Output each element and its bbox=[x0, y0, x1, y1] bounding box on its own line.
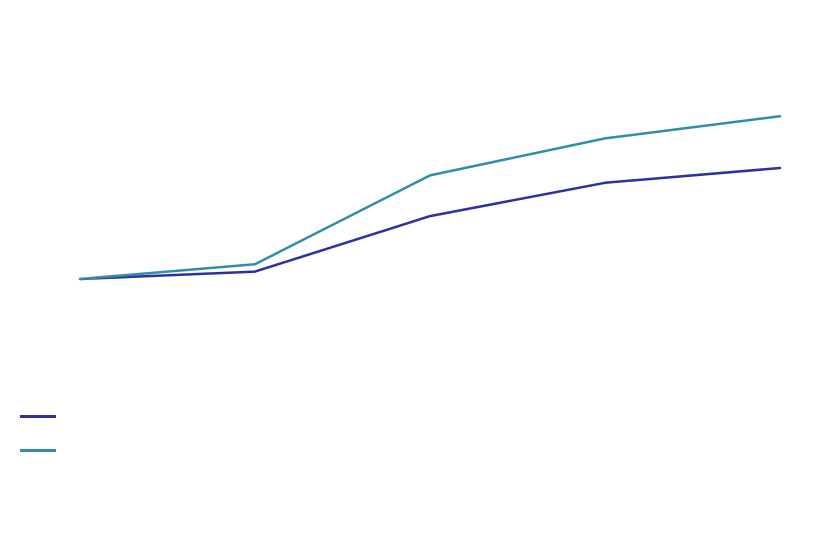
legend bbox=[20, 405, 64, 461]
legend-item bbox=[20, 439, 64, 461]
series-line-series_b bbox=[80, 116, 780, 279]
series-line-series_a bbox=[80, 168, 780, 279]
legend-swatch bbox=[20, 449, 56, 452]
chart-canvas bbox=[0, 0, 818, 550]
legend-item bbox=[20, 405, 64, 427]
line-chart bbox=[0, 0, 818, 550]
legend-swatch bbox=[20, 415, 56, 418]
